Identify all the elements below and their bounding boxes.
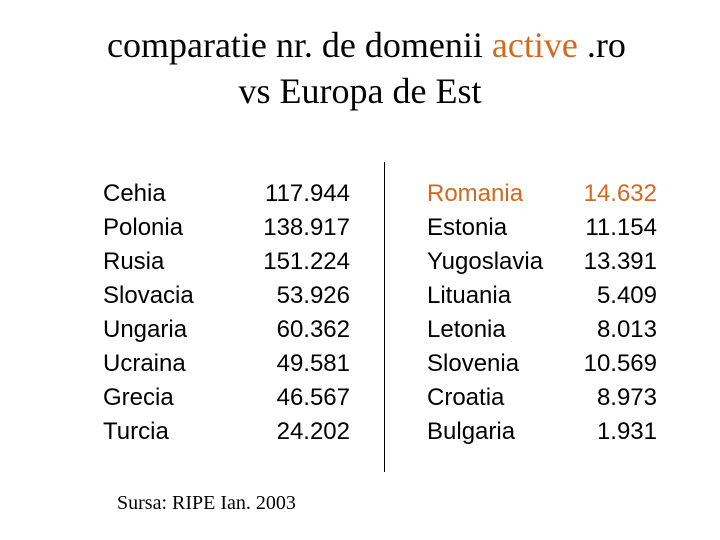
right-country-table: Romania 14.632 Estonia 11.154 Yugoslavia 13… bbox=[427, 177, 657, 449]
table-row: Slovenia 10.569 bbox=[427, 347, 657, 381]
table-row: Letonia 8.013 bbox=[427, 313, 657, 347]
domain-count: 5.409 bbox=[596, 282, 657, 309]
domain-count: 60.362 bbox=[276, 316, 350, 343]
country-name: Yugoslavia bbox=[427, 248, 544, 275]
title-highlight: active bbox=[491, 25, 578, 65]
domain-count: 49.581 bbox=[276, 350, 350, 377]
country-name: Slovacia bbox=[103, 282, 194, 309]
country-name: Estonia bbox=[427, 214, 508, 241]
table-row: Slovacia 53.926 bbox=[103, 279, 350, 313]
table-row: Grecia 46.567 bbox=[103, 381, 350, 415]
title-line-2: vs Europa de Est bbox=[238, 71, 482, 111]
domain-count: 11.154 bbox=[585, 214, 657, 241]
country-name: Rusia bbox=[103, 248, 165, 275]
country-name: Cehia bbox=[103, 180, 166, 207]
country-name: Romania bbox=[427, 180, 524, 207]
country-name: Letonia bbox=[427, 316, 506, 343]
domain-count: 14.632 bbox=[583, 180, 657, 207]
table-row-romania: Romania 14.632 bbox=[427, 177, 657, 211]
table-row: Ungaria 60.362 bbox=[103, 313, 350, 347]
table-row: Bulgaria 1.931 bbox=[427, 415, 657, 449]
country-name: Ucraina bbox=[103, 350, 186, 377]
title-suffix: .ro bbox=[577, 25, 626, 65]
domain-count: 24.202 bbox=[276, 418, 350, 445]
domain-count: 1.931 bbox=[596, 418, 657, 445]
country-name: Croatia bbox=[427, 384, 505, 411]
table-row: Cehia 117.944 bbox=[103, 177, 350, 211]
table-row: Estonia 11.154 bbox=[427, 211, 657, 245]
country-name: Slovenia bbox=[427, 350, 520, 377]
title-line-1: comparatie nr. de domenii active .ro bbox=[107, 22, 626, 68]
table-row: Rusia 151.224 bbox=[103, 245, 350, 279]
country-name: Polonia bbox=[103, 214, 184, 241]
domain-count: 151.224 bbox=[263, 248, 350, 275]
domain-count: 13.391 bbox=[583, 248, 657, 275]
table-row: Polonia 138.917 bbox=[103, 211, 350, 245]
domain-count: 46.567 bbox=[276, 384, 350, 411]
column-divider bbox=[384, 162, 385, 472]
domain-count: 8.013 bbox=[596, 316, 657, 343]
title-prefix: comparatie nr. de domenii bbox=[107, 25, 492, 65]
table-row: Turcia 24.202 bbox=[103, 415, 350, 449]
domain-count: 8.973 bbox=[596, 384, 657, 411]
left-country-table: Cehia 117.944 Polonia 138.917 Rusia 151.224… bbox=[103, 177, 350, 449]
country-name: Turcia bbox=[103, 418, 169, 445]
table-row: Ucraina 49.581 bbox=[103, 347, 350, 381]
domain-count: 53.926 bbox=[276, 282, 350, 309]
country-name: Lituania bbox=[427, 282, 512, 309]
table-row: Lituania 5.409 bbox=[427, 279, 657, 313]
source-note: Sursa: RIPE Ian. 2003 bbox=[117, 492, 296, 514]
domain-count: 138.917 bbox=[263, 214, 350, 241]
country-name: Ungaria bbox=[103, 316, 188, 343]
table-row: Yugoslavia 13.391 bbox=[427, 245, 657, 279]
country-name: Bulgaria bbox=[427, 418, 516, 445]
table-row: Croatia 8.973 bbox=[427, 381, 657, 415]
domain-count: 10.569 bbox=[583, 350, 657, 377]
domain-count: 117.944 bbox=[265, 180, 350, 207]
country-name: Grecia bbox=[103, 384, 174, 411]
